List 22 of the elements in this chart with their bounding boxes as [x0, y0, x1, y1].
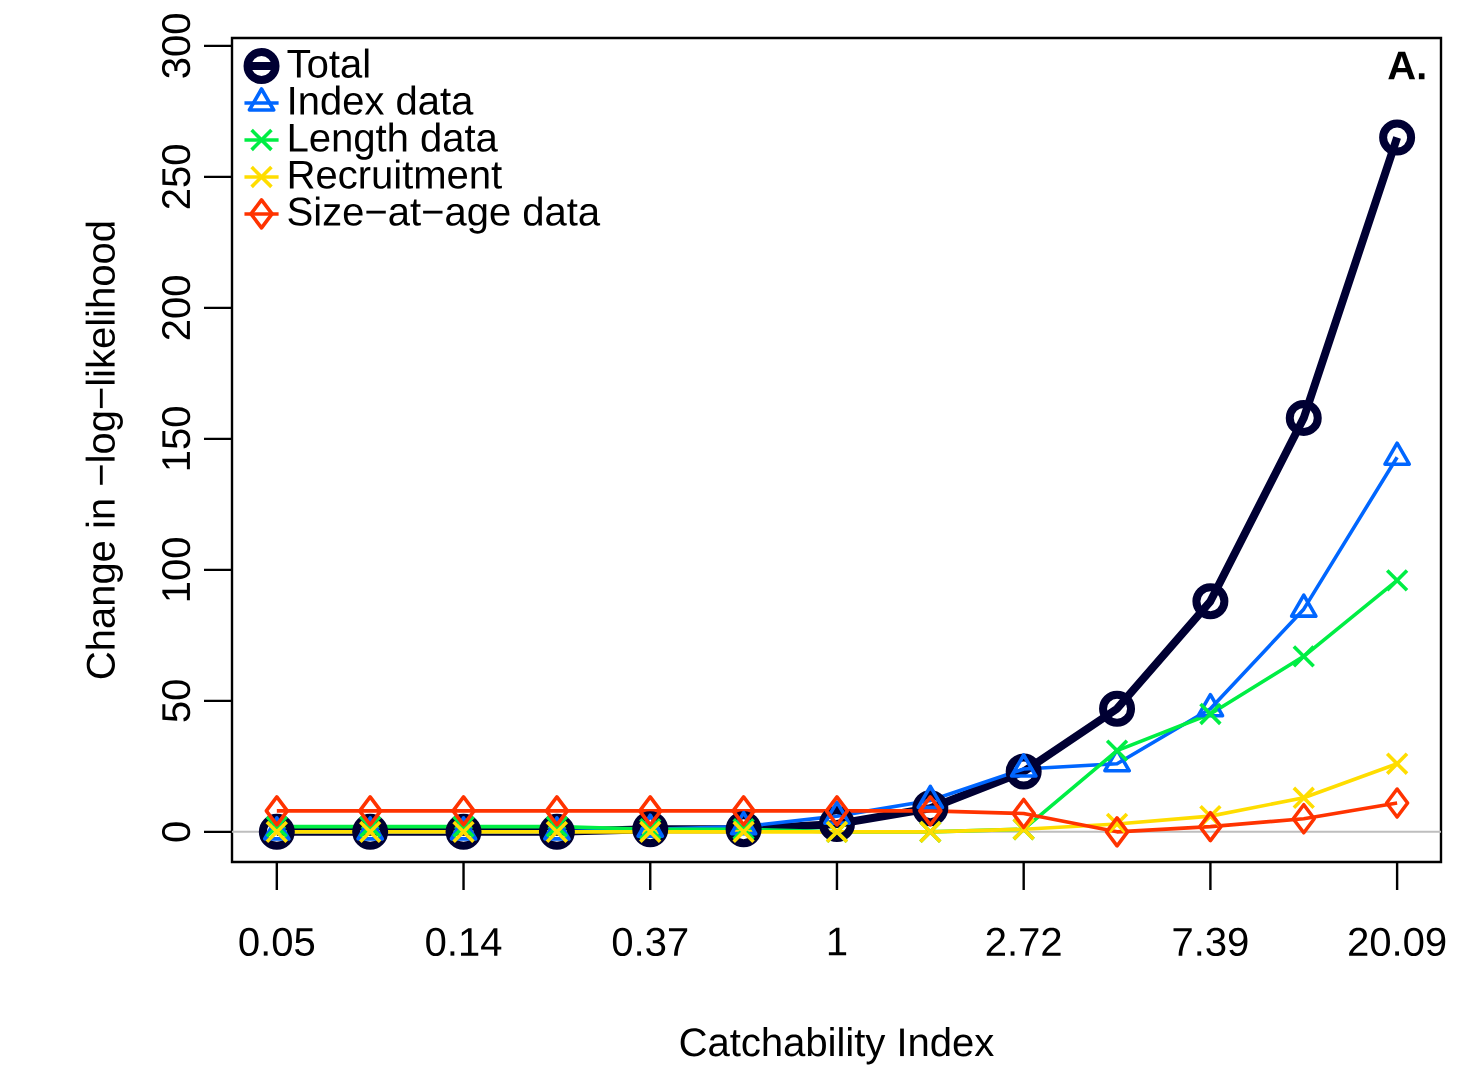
x-tick-label: 0.14 [426, 927, 502, 957]
y-tick-label: 250 [161, 145, 191, 209]
x-axis-title: Catchability Index [680, 1027, 994, 1065]
legend-label: Index data [290, 85, 474, 115]
legend-label: Size−at−age data [288, 196, 601, 234]
x-tick-label: 1 [828, 927, 847, 956]
y-tick-label: 150 [161, 407, 191, 470]
x-tick-label: 2.72 [986, 927, 1061, 956]
annotation: A. [1388, 51, 1425, 80]
x-tick-label: 0.05 [239, 927, 315, 957]
y-tick-label: 100 [161, 538, 191, 601]
y-tick-label: 200 [161, 276, 191, 340]
x-tick-label: 7.39 [1173, 927, 1248, 957]
y-tick-label: 0 [161, 822, 191, 842]
legend-label: Length data [289, 122, 498, 160]
x-tick-label: 0.37 [612, 927, 688, 957]
legend-label: Recruitment [289, 159, 502, 189]
legend-label: Total [287, 48, 369, 78]
y-tick-label: 50 [161, 680, 191, 722]
y-tick-label: 300 [161, 14, 191, 78]
x-tick-label: 20.09 [1349, 927, 1446, 957]
y-axis-title: Change in −log−likelihood [85, 222, 123, 679]
